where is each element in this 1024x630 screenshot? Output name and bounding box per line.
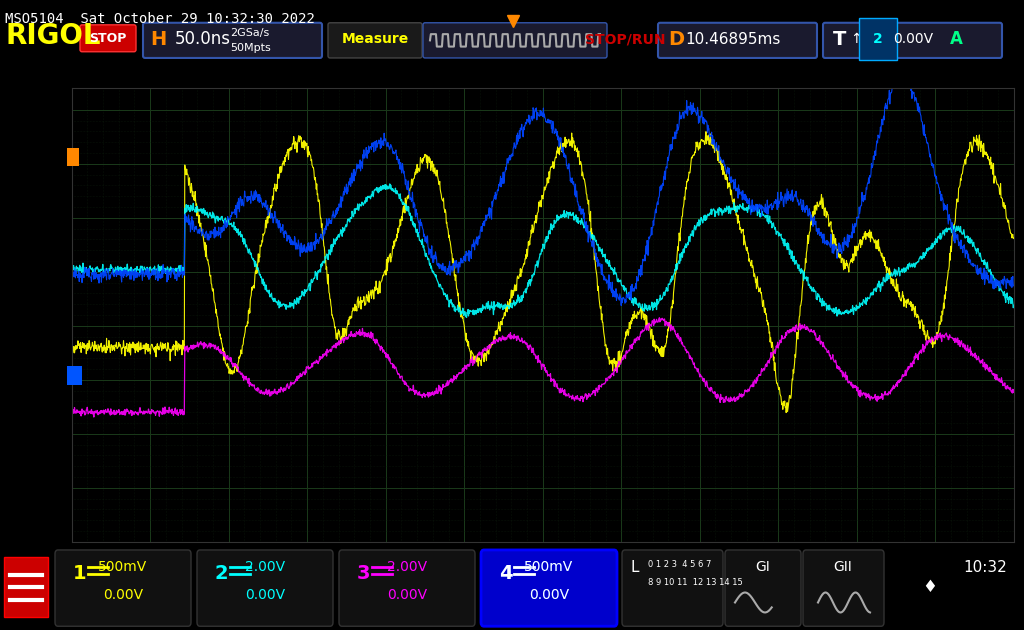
Text: 4: 4 xyxy=(499,564,513,583)
Text: MSO5104  Sat October 29 10:32:30 2022: MSO5104 Sat October 29 10:32:30 2022 xyxy=(5,13,314,26)
Text: H: H xyxy=(150,30,166,49)
Text: 0.00V: 0.00V xyxy=(893,32,933,47)
Text: GI: GI xyxy=(756,561,770,575)
Text: 3: 3 xyxy=(357,564,371,583)
FancyBboxPatch shape xyxy=(339,550,475,626)
Text: 0.00V: 0.00V xyxy=(529,588,569,602)
Bar xyxy=(4,558,48,617)
Text: 10:32: 10:32 xyxy=(964,560,1007,575)
Text: D: D xyxy=(668,30,684,49)
FancyBboxPatch shape xyxy=(197,550,333,626)
Text: 500mV: 500mV xyxy=(524,561,573,575)
Text: 50Mpts: 50Mpts xyxy=(230,43,270,53)
Text: 2: 2 xyxy=(873,32,883,47)
Text: 8 9 10 11  12 13 14 15: 8 9 10 11 12 13 14 15 xyxy=(648,578,742,587)
Text: 0 1 2 3  4 5 6 7: 0 1 2 3 4 5 6 7 xyxy=(648,561,712,570)
Bar xyxy=(67,148,79,166)
Text: 0.00V: 0.00V xyxy=(103,588,143,602)
FancyBboxPatch shape xyxy=(328,23,422,58)
Text: ↑↓: ↑↓ xyxy=(850,32,873,47)
FancyBboxPatch shape xyxy=(55,550,191,626)
Text: 500mV: 500mV xyxy=(524,561,573,575)
FancyBboxPatch shape xyxy=(803,550,884,626)
Text: 1: 1 xyxy=(73,564,87,583)
Text: 500mV: 500mV xyxy=(98,561,147,575)
Text: 2: 2 xyxy=(215,564,228,583)
FancyBboxPatch shape xyxy=(622,550,723,626)
Text: 2.00V: 2.00V xyxy=(387,561,427,575)
Bar xyxy=(67,367,82,385)
FancyBboxPatch shape xyxy=(725,550,801,626)
FancyBboxPatch shape xyxy=(658,23,817,58)
Text: STOP: STOP xyxy=(89,32,127,45)
Text: 0.00V: 0.00V xyxy=(245,588,285,602)
Text: T: T xyxy=(833,30,847,49)
Text: 2.00V: 2.00V xyxy=(245,561,285,575)
Text: 0.00V: 0.00V xyxy=(529,588,569,602)
Text: 0.00V: 0.00V xyxy=(387,588,427,602)
FancyBboxPatch shape xyxy=(423,23,607,58)
Text: RIGOL: RIGOL xyxy=(5,22,100,50)
FancyBboxPatch shape xyxy=(481,550,617,626)
Text: GII: GII xyxy=(834,561,852,575)
FancyBboxPatch shape xyxy=(143,23,322,58)
FancyBboxPatch shape xyxy=(80,25,136,52)
FancyBboxPatch shape xyxy=(823,23,1002,58)
Text: 50.0ns: 50.0ns xyxy=(175,30,231,49)
Text: Measure: Measure xyxy=(341,32,409,47)
Text: 2GSa/s: 2GSa/s xyxy=(230,28,269,38)
Text: STOP/RUN: STOP/RUN xyxy=(585,32,666,47)
FancyBboxPatch shape xyxy=(481,550,617,626)
Text: 4: 4 xyxy=(499,564,513,583)
Text: ♦: ♦ xyxy=(923,578,937,597)
Text: L: L xyxy=(630,560,639,575)
Text: A: A xyxy=(950,30,963,49)
Text: 10.46895ms: 10.46895ms xyxy=(685,32,780,47)
